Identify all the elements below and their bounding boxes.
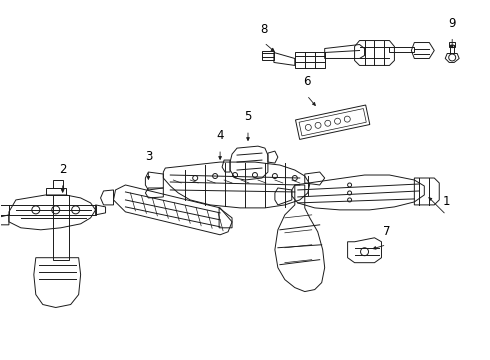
Text: 2: 2 bbox=[59, 163, 67, 176]
Text: 4: 4 bbox=[217, 129, 224, 142]
Text: 6: 6 bbox=[303, 75, 311, 88]
Text: 1: 1 bbox=[442, 195, 450, 208]
Text: 8: 8 bbox=[260, 23, 268, 36]
Text: 9: 9 bbox=[448, 17, 456, 30]
Text: 3: 3 bbox=[145, 150, 152, 163]
Text: 7: 7 bbox=[383, 225, 390, 238]
Text: 5: 5 bbox=[245, 110, 252, 123]
